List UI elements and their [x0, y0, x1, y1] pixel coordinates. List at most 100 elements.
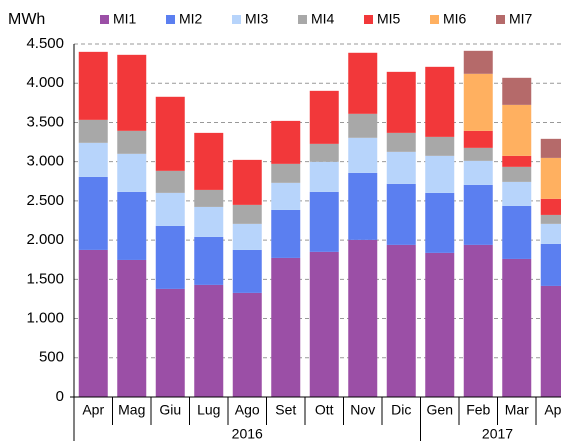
legend-label: MI4 — [311, 11, 335, 27]
bar-segment — [271, 182, 301, 210]
x-tick-label: Nov — [350, 402, 375, 418]
bar-segment — [194, 236, 224, 285]
x-tick-label: Mar — [505, 402, 529, 418]
bar-segment — [502, 181, 532, 206]
legend-label: MI3 — [245, 11, 269, 27]
bar-segment — [117, 130, 147, 154]
bar-segment — [78, 119, 108, 143]
bar-segment — [271, 257, 301, 397]
x-tick-label: Ago — [235, 402, 260, 418]
bar-segment — [271, 120, 301, 164]
legend-label: MI1 — [113, 11, 137, 27]
bar-segment — [232, 204, 262, 224]
bar-segment — [155, 192, 185, 226]
bar-segment — [309, 143, 339, 162]
bar-segment — [463, 50, 493, 74]
bar-segment — [502, 104, 532, 156]
x-tick-label: Dic — [391, 402, 411, 418]
legend-swatch — [298, 15, 307, 24]
bar-segment — [232, 292, 262, 397]
bar-segment — [463, 160, 493, 185]
legend-swatch — [496, 15, 505, 24]
bar-segment — [386, 71, 416, 133]
bar-segment — [540, 243, 561, 286]
bar-segment — [271, 163, 301, 183]
legend-label: MI6 — [443, 11, 467, 27]
y-axis-label: MWh — [8, 11, 45, 28]
bar-segment — [194, 132, 224, 190]
bar-segment — [348, 113, 378, 138]
bar-segment — [540, 198, 561, 215]
x-group-label: 2016 — [232, 426, 263, 441]
bar-segment — [540, 157, 561, 199]
bar-segment — [502, 205, 532, 259]
bar-segment — [78, 176, 108, 250]
bar-segment — [425, 136, 455, 156]
bar-segment — [502, 155, 532, 167]
bar-segment — [463, 130, 493, 148]
y-tick-label: 500 — [39, 349, 64, 366]
bar-segment — [425, 155, 455, 193]
bar-segment — [232, 249, 262, 293]
y-tick-label: 1.000 — [26, 310, 64, 327]
bar-segment — [540, 223, 561, 244]
legend-label: MI7 — [509, 11, 533, 27]
legend-swatch — [364, 15, 373, 24]
bar-segment — [502, 77, 532, 105]
bar-segment — [425, 252, 455, 397]
bar-segment — [425, 192, 455, 253]
bar-segment — [540, 285, 561, 397]
legend-swatch — [100, 15, 109, 24]
x-tick-label: Apr — [544, 402, 561, 418]
legend-label: MI2 — [179, 11, 203, 27]
bar-segment — [155, 288, 185, 397]
bar-segment — [540, 138, 561, 158]
y-tick-label: 3.500 — [26, 113, 64, 130]
x-tick-label: Apr — [82, 402, 104, 418]
y-tick-label: 2.500 — [26, 192, 64, 209]
x-tick-label: Set — [275, 402, 296, 418]
bar-segment — [463, 244, 493, 397]
x-tick-label: Giu — [159, 402, 181, 418]
bar-segment — [309, 191, 339, 252]
bar-segment — [117, 259, 147, 397]
bar-segment — [348, 137, 378, 173]
bar-segment — [78, 51, 108, 120]
bar-segment — [348, 172, 378, 240]
legend-label: MI5 — [377, 11, 401, 27]
bar-segment — [309, 251, 339, 397]
x-tick-label: Gen — [427, 402, 453, 418]
bar-segment — [463, 147, 493, 161]
bar-segment — [232, 223, 262, 250]
x-tick-label: Lug — [197, 402, 220, 418]
x-tick-label: Ott — [315, 402, 334, 418]
bar-segment — [348, 52, 378, 114]
bar-segment — [155, 170, 185, 193]
bar-segment — [117, 191, 147, 260]
y-tick-label: 1.500 — [26, 270, 64, 287]
bar-segment — [502, 166, 532, 182]
y-tick-label: 3.000 — [26, 153, 64, 170]
bar-segment — [425, 66, 455, 137]
bar-segment — [386, 244, 416, 397]
bar-segment — [463, 184, 493, 245]
bar-segment — [463, 73, 493, 131]
bar-segment — [117, 54, 147, 131]
bar-segment — [155, 225, 185, 289]
bar-segment — [386, 183, 416, 245]
bar-segment — [117, 153, 147, 192]
x-tick-label: Feb — [466, 402, 490, 418]
bar-segment — [232, 159, 262, 205]
bar-segment — [309, 161, 339, 192]
bar-segment — [194, 189, 224, 207]
bar-segment — [194, 206, 224, 237]
bar-segment — [502, 258, 532, 397]
bar-segment — [386, 151, 416, 184]
legend-swatch — [430, 15, 439, 24]
legend-swatch — [166, 15, 175, 24]
x-tick-label: Mag — [118, 402, 145, 418]
bar-segment — [309, 90, 339, 144]
bar-segment — [155, 96, 185, 171]
